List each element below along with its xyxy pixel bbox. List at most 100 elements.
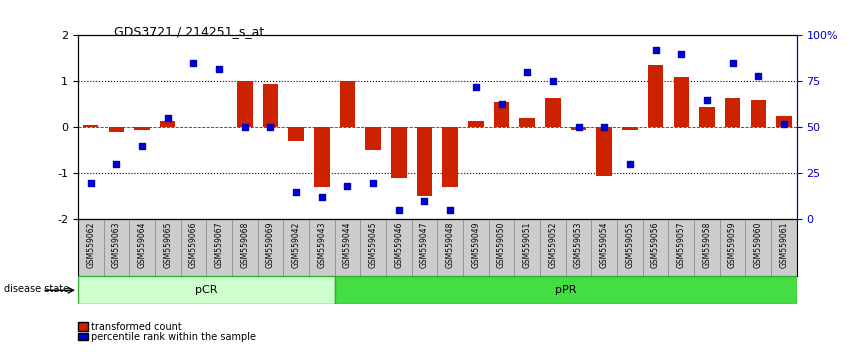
Bar bbox=[443, 127, 458, 187]
Bar bbox=[160, 120, 176, 127]
Bar bbox=[617, 219, 643, 276]
Bar bbox=[360, 219, 386, 276]
Text: GSM559064: GSM559064 bbox=[138, 221, 146, 268]
Bar bbox=[520, 118, 535, 127]
Text: disease state: disease state bbox=[4, 284, 69, 293]
Point bbox=[777, 121, 791, 127]
Point bbox=[520, 69, 534, 75]
Point bbox=[598, 125, 611, 130]
Point bbox=[161, 115, 175, 121]
Bar bbox=[669, 219, 694, 276]
Text: GSM559057: GSM559057 bbox=[676, 221, 686, 268]
Bar bbox=[237, 81, 253, 127]
Point bbox=[186, 60, 200, 66]
Text: GSM559045: GSM559045 bbox=[369, 221, 378, 268]
Text: GSM559050: GSM559050 bbox=[497, 221, 506, 268]
Text: GSM559062: GSM559062 bbox=[87, 221, 95, 268]
Text: GSM559052: GSM559052 bbox=[548, 221, 558, 268]
Bar bbox=[309, 219, 334, 276]
Bar bbox=[155, 219, 181, 276]
Point bbox=[572, 125, 585, 130]
Bar bbox=[674, 77, 688, 127]
Bar bbox=[417, 127, 432, 196]
Point bbox=[238, 125, 252, 130]
Bar bbox=[622, 127, 637, 130]
Text: GSM559053: GSM559053 bbox=[574, 221, 583, 268]
Bar bbox=[776, 116, 792, 127]
Bar bbox=[694, 219, 720, 276]
Bar bbox=[109, 127, 124, 132]
Bar bbox=[463, 219, 488, 276]
Point bbox=[623, 161, 637, 167]
Text: percentile rank within the sample: percentile rank within the sample bbox=[91, 332, 256, 342]
Bar bbox=[725, 97, 740, 127]
Point bbox=[212, 66, 226, 72]
Bar bbox=[391, 127, 406, 178]
Bar bbox=[751, 100, 766, 127]
Point bbox=[315, 195, 329, 200]
Text: GDS3721 / 214251_s_at: GDS3721 / 214251_s_at bbox=[114, 25, 264, 38]
Point bbox=[109, 161, 123, 167]
Point bbox=[289, 189, 303, 195]
Bar bbox=[262, 84, 278, 127]
Bar bbox=[514, 219, 540, 276]
Text: GSM559067: GSM559067 bbox=[215, 221, 223, 268]
Bar bbox=[437, 219, 463, 276]
Text: GSM559048: GSM559048 bbox=[446, 221, 455, 268]
Bar bbox=[411, 219, 437, 276]
Point bbox=[135, 143, 149, 149]
Point bbox=[726, 60, 740, 66]
Bar bbox=[591, 219, 617, 276]
Text: GSM559046: GSM559046 bbox=[394, 221, 404, 268]
Point bbox=[443, 207, 457, 213]
Bar bbox=[365, 127, 381, 150]
Bar bbox=[643, 219, 669, 276]
Bar bbox=[78, 219, 104, 276]
Bar bbox=[78, 276, 334, 304]
Bar bbox=[339, 81, 355, 127]
Bar bbox=[283, 219, 309, 276]
Point bbox=[700, 97, 714, 103]
Text: GSM559069: GSM559069 bbox=[266, 221, 275, 268]
Text: transformed count: transformed count bbox=[91, 322, 182, 332]
Text: GSM559058: GSM559058 bbox=[702, 221, 711, 268]
Bar bbox=[134, 127, 150, 130]
Bar bbox=[83, 125, 99, 127]
Point bbox=[392, 207, 406, 213]
Bar bbox=[386, 219, 411, 276]
Text: GSM559065: GSM559065 bbox=[164, 221, 172, 268]
Bar bbox=[181, 219, 206, 276]
Bar bbox=[494, 102, 509, 127]
Bar bbox=[469, 120, 483, 127]
Text: GSM559044: GSM559044 bbox=[343, 221, 352, 268]
Bar bbox=[771, 219, 797, 276]
Point bbox=[546, 79, 559, 84]
Point bbox=[675, 51, 688, 57]
Text: GSM559061: GSM559061 bbox=[779, 221, 788, 268]
Bar bbox=[314, 127, 329, 187]
Bar bbox=[258, 219, 283, 276]
Point bbox=[649, 47, 662, 53]
Bar bbox=[334, 219, 360, 276]
Bar bbox=[565, 219, 591, 276]
Text: GSM559060: GSM559060 bbox=[753, 221, 763, 268]
Text: GSM559056: GSM559056 bbox=[651, 221, 660, 268]
Text: GSM559042: GSM559042 bbox=[292, 221, 301, 268]
Text: GSM559047: GSM559047 bbox=[420, 221, 429, 268]
Bar bbox=[540, 219, 565, 276]
Text: GSM559059: GSM559059 bbox=[728, 221, 737, 268]
Bar bbox=[699, 107, 714, 127]
Text: GSM559049: GSM559049 bbox=[471, 221, 481, 268]
Point bbox=[263, 125, 277, 130]
Text: pPR: pPR bbox=[555, 285, 577, 295]
Bar bbox=[746, 219, 771, 276]
Bar bbox=[129, 219, 155, 276]
Text: GSM559054: GSM559054 bbox=[599, 221, 609, 268]
Point bbox=[417, 198, 431, 204]
Bar bbox=[488, 219, 514, 276]
Text: GSM559055: GSM559055 bbox=[625, 221, 635, 268]
Point bbox=[494, 101, 508, 106]
Bar bbox=[104, 219, 129, 276]
Bar bbox=[648, 65, 663, 127]
Point bbox=[366, 180, 380, 185]
